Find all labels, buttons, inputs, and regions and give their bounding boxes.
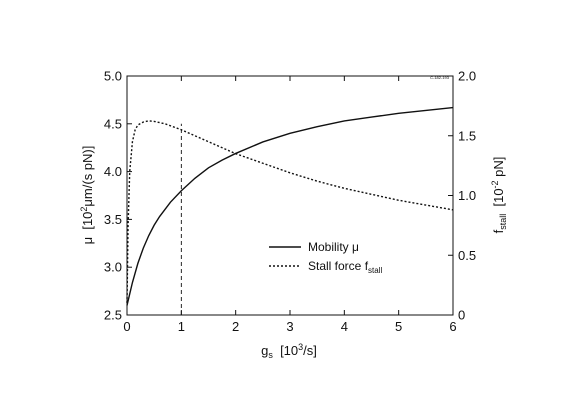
y-left-tick-label-5: 5.0 xyxy=(104,69,122,84)
y-left-tick-label-2: 3.5 xyxy=(104,212,122,227)
y-right-tick-label-2: 1.0 xyxy=(458,188,476,203)
ticks-layer: 0 1 2 3 4 5 6 2.5 3.0 3.5 4.0 4.5 5.0 0 0.5 1.0 1.5 2.0 xyxy=(104,69,476,335)
x-tick-label-3: 3 xyxy=(286,319,293,334)
legend: Mobility μ Stall force fstall xyxy=(269,240,382,275)
y-left-tick-label-1: 3.0 xyxy=(104,260,122,275)
y-left-tick-label-3: 4.0 xyxy=(104,164,122,179)
x-tick-label-5: 5 xyxy=(395,319,402,334)
legend-label-mobility: Mobility μ xyxy=(308,240,359,254)
x-tick-label-1: 1 xyxy=(178,319,185,334)
y-left-tick-label-0: 2.5 xyxy=(104,308,122,323)
y-axis-title-left: μ [102μm/(s pN)] xyxy=(79,146,95,245)
y-right-tick-label-0: 0 xyxy=(458,308,465,323)
x-tick-label-0: 0 xyxy=(123,319,130,334)
y-right-tick-label-3: 1.5 xyxy=(458,128,476,143)
figure-code: C-182-193 xyxy=(430,75,450,80)
y-right-tick-label-4: 2.0 xyxy=(458,69,476,84)
legend-label-stall-force: Stall force fstall xyxy=(308,259,382,275)
series-line-mobility xyxy=(126,106,454,306)
x-tick-label-2: 2 xyxy=(232,319,239,334)
y-axis-title-right: fstall [10-2 pN] xyxy=(490,157,508,234)
y-right-tick-label-1: 0.5 xyxy=(458,248,476,263)
y-left-tick-label-4: 4.5 xyxy=(104,116,122,131)
x-tick-label-4: 4 xyxy=(341,319,348,334)
x-tick-label-6: 6 xyxy=(449,319,456,334)
x-axis-title: gs [103/s] xyxy=(261,342,317,360)
series-line-stall-force xyxy=(126,120,454,304)
